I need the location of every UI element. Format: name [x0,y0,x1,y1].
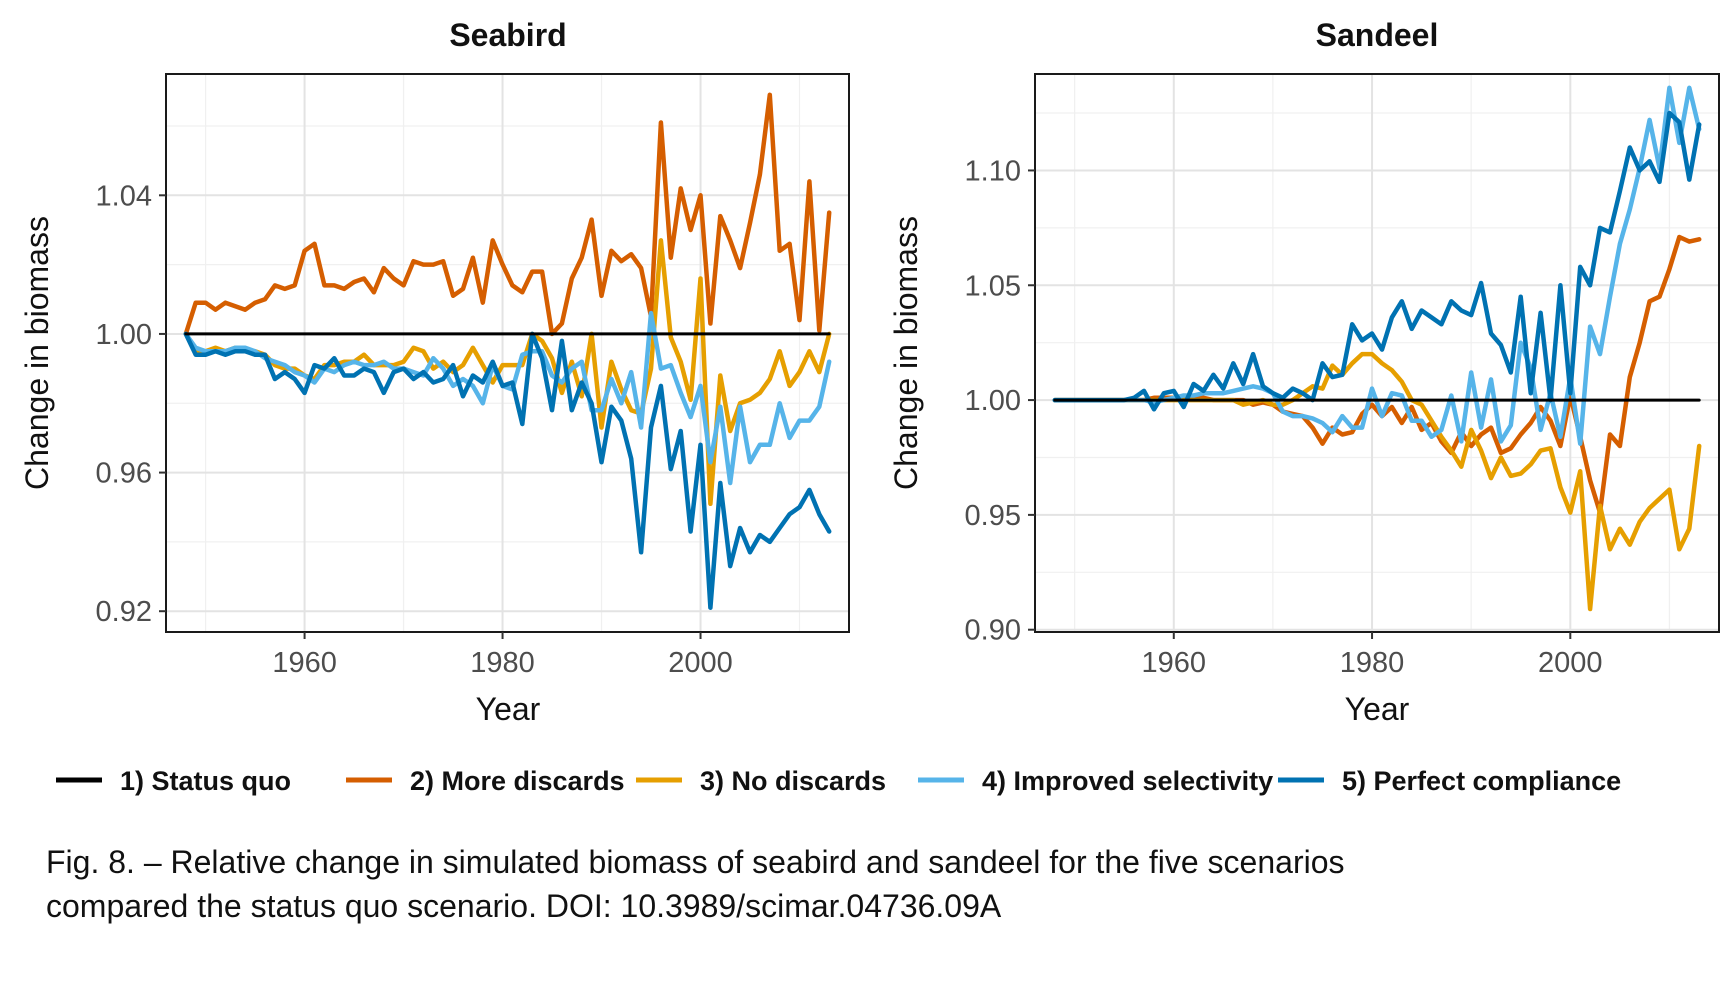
y-tick-label: 1.04 [96,180,152,212]
sandeel-series-lines [1052,85,1702,612]
caption-line-1: Fig. 8. – Relative change in simulated b… [46,844,1345,880]
y-tick-label: 1.00 [96,319,152,351]
panel-title-sandeel: Sandeel [1316,17,1439,53]
seabird-series-perfect-compliance [183,331,832,610]
seabird-series-lines [183,92,832,610]
y-tick-label: 0.96 [96,458,152,490]
sandeel-ticks: 1960 1980 2000 0.90 0.95 1.00 1.05 1.10 [965,155,1603,679]
x-tick-label: 1980 [470,647,535,679]
sandeel-series-perfect-compliance [1052,110,1702,412]
y-tick-label: 1.10 [965,155,1021,187]
sandeel-y-axis-title: Change in biomass [888,216,924,490]
seabird-ticks: 1960 1980 2000 0.92 0.96 1.00 1.04 [96,180,733,679]
seabird-y-axis-title: Change in biomass [19,216,55,490]
sandeel-series-more-discards [1052,234,1702,515]
x-tick-label: 1980 [1340,647,1405,679]
seabird-series-improved-selectivity [183,310,832,486]
legend-label-1: 1) Status quo [120,766,291,796]
y-tick-label: 1.00 [965,385,1021,417]
legend-label-5: 5) Perfect compliance [1342,766,1621,796]
panel-title-seabird: Seabird [449,17,566,53]
seabird-series-more-discards [183,92,832,337]
x-tick-label: 2000 [1538,647,1603,679]
caption-line-2: compared the status quo scenario. DOI: 1… [46,888,1002,924]
x-tick-label: 2000 [668,647,733,679]
y-tick-label: 1.05 [965,270,1021,302]
seabird-x-axis-title: Year [476,691,541,727]
seabird-panel: Seabird 1960 1980 2000 0.92 0.96 1.00 1.04 Yea… [19,17,850,727]
legend-label-4: 4) Improved selectivity [982,766,1273,796]
legend-label-2: 2) More discards [410,766,625,796]
sandeel-panel: Sandeel 1960 1980 2000 0.90 0.95 1.00 1.05 1.10… [888,17,1720,727]
y-tick-label: 0.95 [965,500,1021,532]
sandeel-x-axis-title: Year [1345,691,1410,727]
sandeel-plot-frame [1034,73,1720,633]
x-tick-label: 1960 [1142,647,1207,679]
figure-caption: Fig. 8. – Relative change in simulated b… [46,840,1706,928]
sandeel-gridlines [1035,74,1719,632]
sandeel-series-improved-selectivity [1052,85,1702,446]
x-tick-label: 1960 [272,647,337,679]
seabird-plot-frame [165,73,850,633]
legend-label-3: 3) No discards [700,766,886,796]
legend: 1) Status quo 2) More discards 3) No disca… [56,766,1621,796]
y-tick-label: 0.92 [96,596,152,628]
y-tick-label: 0.90 [965,615,1021,647]
